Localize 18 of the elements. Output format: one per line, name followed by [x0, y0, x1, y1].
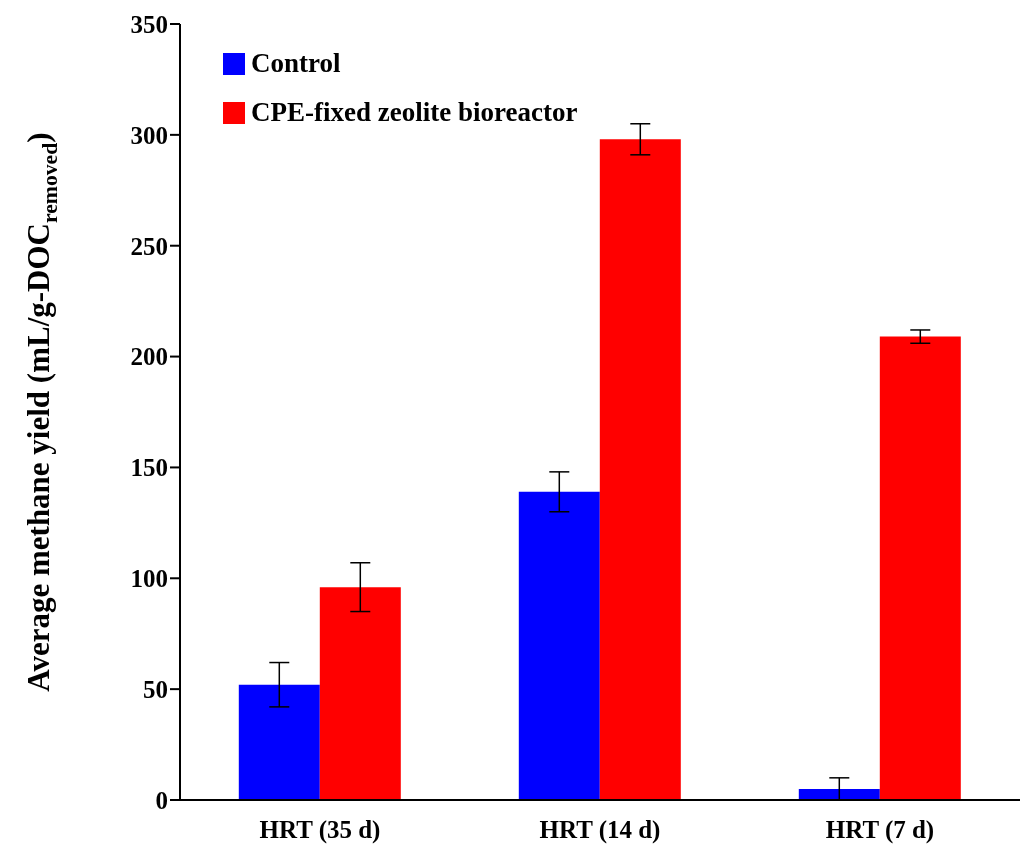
legend-label: CPE-fixed zeolite bioreactor [251, 97, 578, 128]
bar [879, 336, 961, 800]
x-tick-label: HRT (14 d) [539, 815, 661, 844]
bar [518, 491, 600, 800]
y-tick-label: 250 [130, 232, 168, 260]
bar [319, 587, 401, 800]
y-tick-label: 300 [130, 121, 168, 149]
x-tick-label: HRT (7 d) [825, 815, 935, 844]
bar [238, 684, 320, 800]
x-tick-label: HRT (35 d) [259, 815, 381, 844]
y-tick-label: 0 [155, 786, 168, 814]
y-tick-label: 50 [143, 676, 168, 704]
legend-label: Control [251, 48, 341, 79]
y-tick-label: 350 [130, 10, 168, 38]
y-tick-label: 100 [130, 565, 168, 593]
y-tick-label: 150 [130, 454, 168, 482]
y-tick-label: 200 [130, 343, 168, 371]
bar [599, 139, 681, 800]
